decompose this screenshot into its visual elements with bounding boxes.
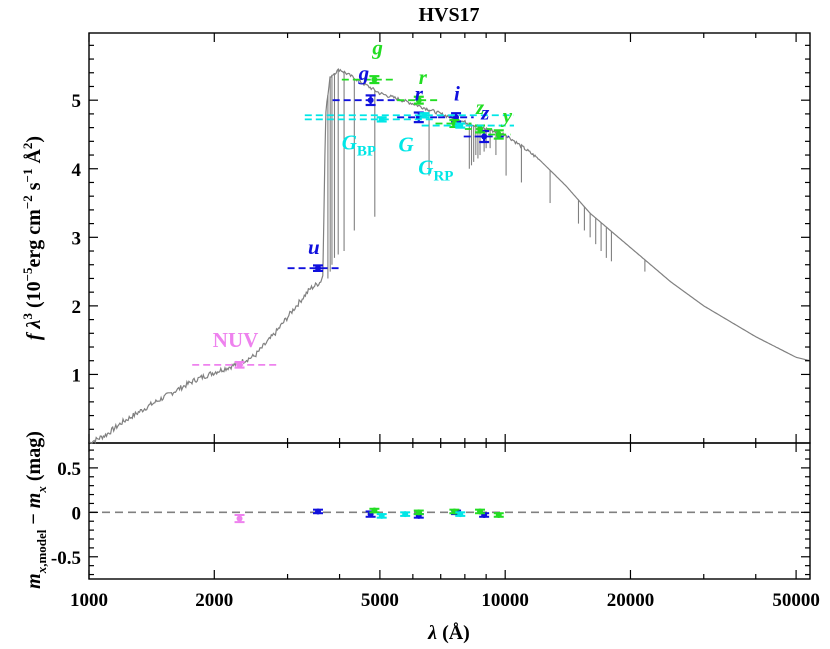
bottom-plot-frame: [88, 442, 811, 580]
residual-point-panstarrs-g: [371, 507, 378, 514]
residual-point-panstarrs-z: [477, 508, 484, 515]
residual-point-sdss-u: [314, 508, 321, 515]
residual-point-gaia-G: [402, 511, 409, 518]
band-label-galex-NUV: NUV: [213, 328, 259, 352]
x-tick-label: 2000: [195, 590, 233, 611]
top-y-tick-label: 2: [72, 297, 82, 318]
band-label-sdss-i: i: [454, 81, 460, 105]
band-label-gaia-GRP: GRP: [418, 156, 453, 185]
x-tick-label: 20000: [607, 590, 655, 611]
x-tick-label: 10000: [481, 590, 529, 611]
residual-point-gaia-GBP: [378, 512, 385, 519]
bottom-y-tick-label: 0: [72, 503, 82, 524]
residual-point-galex-NUV: [236, 515, 243, 522]
data-point-panstarrs-y: [495, 131, 502, 138]
chart-title: HVS17: [418, 4, 479, 26]
band-label-panstarrs-g: g: [371, 36, 383, 60]
data-point-sdss-u: [314, 265, 321, 272]
axes: 1000 2000 5000 10000 20000 50000 1 2 3 4 5 -0.5 0 0.5: [51, 33, 820, 611]
band-label-gaia-GBP: GBP: [342, 130, 376, 159]
x-tick-label: 5000: [361, 590, 399, 611]
band-label-sdss-u: u: [308, 235, 320, 259]
top-ylabel: f λ3 (10−5erg cm−2 s−1 Å2): [20, 136, 45, 340]
svg-text:mx,model − mx (mag): mx,model − mx (mag): [23, 431, 49, 589]
bottom-y-tick-label: 0.5: [57, 459, 81, 480]
band-label-panstarrs-z: z: [475, 95, 485, 119]
top-y-tick-label: 5: [72, 91, 82, 112]
residual-panel: [89, 507, 810, 524]
band-label-sdss-r: r: [415, 81, 424, 105]
residual-point-gaia-GRP: [457, 511, 464, 518]
data-point-gaia-GRP: [457, 122, 464, 129]
top-y-tick-label: 4: [72, 160, 82, 181]
x-tick-label: 50000: [772, 590, 820, 611]
band-label-gaia-G: G: [399, 132, 414, 156]
residual-point-panstarrs-y: [495, 512, 502, 518]
bottom-ylabel: mx,model − mx (mag): [23, 431, 49, 589]
bottom-y-tick-label: -0.5: [51, 548, 81, 569]
band-label-panstarrs-r: r: [419, 65, 428, 89]
data-point-panstarrs-g: [371, 76, 378, 83]
data-point-panstarrs-r: [415, 97, 422, 104]
band-label-sdss-g: g: [358, 61, 370, 85]
data-point-gaia-G: [421, 112, 428, 119]
x-tick-label: 1000: [70, 590, 108, 611]
band-label-sdss-z: z: [480, 101, 490, 125]
data-point-sdss-z: [481, 133, 488, 140]
residual-point-panstarrs-r: [415, 509, 422, 516]
data-point-panstarrs-z: [477, 125, 484, 132]
data-point-gaia-GBP: [378, 116, 385, 123]
x-axis-label: λ (Å): [427, 621, 470, 644]
top-y-tick-label: 3: [72, 228, 82, 249]
top-y-tick-label: 1: [72, 365, 82, 386]
band-label-panstarrs-y: y: [500, 103, 513, 127]
data-point-sdss-g: [367, 97, 374, 104]
data-point-galex-NUV: [236, 361, 243, 368]
svg-text:f λ3 (10−5erg cm−2 s−1 Å2): f λ3 (10−5erg cm−2 s−1 Å2): [20, 136, 45, 340]
